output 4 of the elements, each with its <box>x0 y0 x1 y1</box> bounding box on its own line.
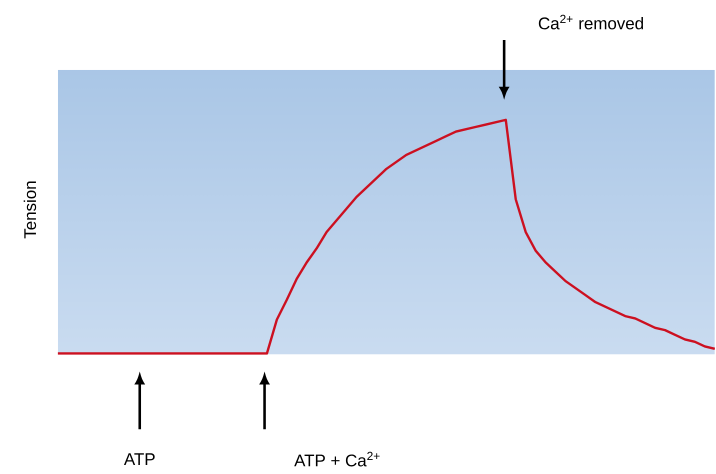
text: Ca$^{2+}$ removed <box>538 14 643 30</box>
text: ATP <box>124 453 155 465</box>
text: ATP + Ca$^{2+}$ <box>294 452 380 466</box>
y-axis-title: Tension <box>24 181 36 238</box>
